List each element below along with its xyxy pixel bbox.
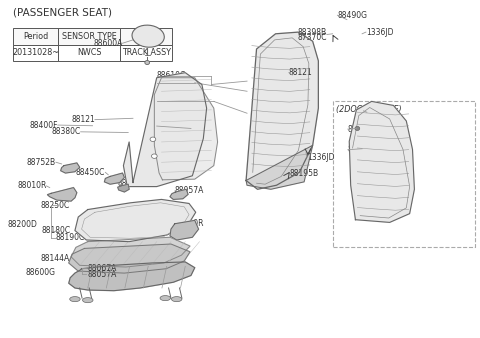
Polygon shape [105,173,124,184]
Text: Period: Period [23,32,48,41]
Text: 88450C: 88450C [76,168,106,177]
Polygon shape [155,78,217,180]
Text: 88380C: 88380C [51,127,81,136]
Text: 89449: 89449 [348,125,372,134]
Text: 88057A: 88057A [88,270,117,279]
Polygon shape [118,184,129,192]
Text: 88057A: 88057A [175,187,204,195]
Ellipse shape [171,297,182,301]
Polygon shape [71,237,190,267]
Bar [333,101,475,247]
Text: 87370C: 87370C [298,33,327,42]
Ellipse shape [150,137,156,141]
Text: 88438: 88438 [363,106,387,115]
Ellipse shape [355,126,360,130]
Text: 88398B: 88398B [298,28,327,37]
Polygon shape [60,163,80,173]
Text: SENSOR TYPE: SENSOR TYPE [62,32,117,41]
Polygon shape [349,101,414,222]
Text: 88610C: 88610C [156,71,186,80]
Text: 88401C: 88401C [156,97,186,106]
Polygon shape [69,244,190,273]
Text: 20131028~: 20131028~ [12,48,59,57]
Text: 88600G: 88600G [26,268,56,277]
Polygon shape [48,188,77,201]
Ellipse shape [70,297,80,301]
Text: 88200D: 88200D [7,220,37,228]
Text: 88121: 88121 [71,115,95,124]
Bar [13,28,58,45]
Text: 1336JD: 1336JD [307,153,335,162]
Polygon shape [170,189,188,199]
Polygon shape [246,145,312,189]
Text: 88010R: 88010R [17,182,47,190]
Text: 88121: 88121 [289,68,312,77]
Text: TRACK ASSY: TRACK ASSY [122,48,171,57]
Text: (PASSENGER SEAT): (PASSENGER SEAT) [13,7,112,18]
Polygon shape [69,262,195,291]
Polygon shape [123,73,206,187]
Text: 88180C: 88180C [41,226,70,235]
Polygon shape [246,32,318,189]
Text: 88600A: 88600A [93,39,122,48]
Text: NWCS: NWCS [77,48,101,57]
Text: ASSY: ASSY [136,32,156,41]
Text: 88401C: 88401C [348,145,377,154]
Ellipse shape [145,61,150,65]
Ellipse shape [152,154,157,158]
Text: (2DOOR COUPE): (2DOOR COUPE) [336,105,402,115]
Bar [58,28,120,45]
Bar [58,45,120,61]
Text: 88067A: 88067A [118,179,147,188]
Bar [120,28,172,45]
Text: 88490G: 88490G [337,11,367,20]
Polygon shape [170,220,199,240]
Text: 88067A: 88067A [88,264,117,273]
Text: 88144A: 88144A [41,254,70,263]
Text: 88610: 88610 [156,78,180,87]
Text: 88190C: 88190C [55,234,84,242]
Text: 88752B: 88752B [27,158,56,167]
Ellipse shape [132,25,164,47]
Text: 1336JD: 1336JD [366,28,394,37]
Bar [13,45,58,61]
Ellipse shape [83,298,93,303]
Text: 88195B: 88195B [290,169,319,177]
Polygon shape [75,199,196,242]
Text: 88030R: 88030R [175,219,204,228]
Text: 88400F: 88400F [29,121,58,129]
Ellipse shape [160,295,170,301]
Bar [120,45,172,61]
Text: 88250C: 88250C [41,201,70,210]
Text: 88390K: 88390K [156,122,186,130]
